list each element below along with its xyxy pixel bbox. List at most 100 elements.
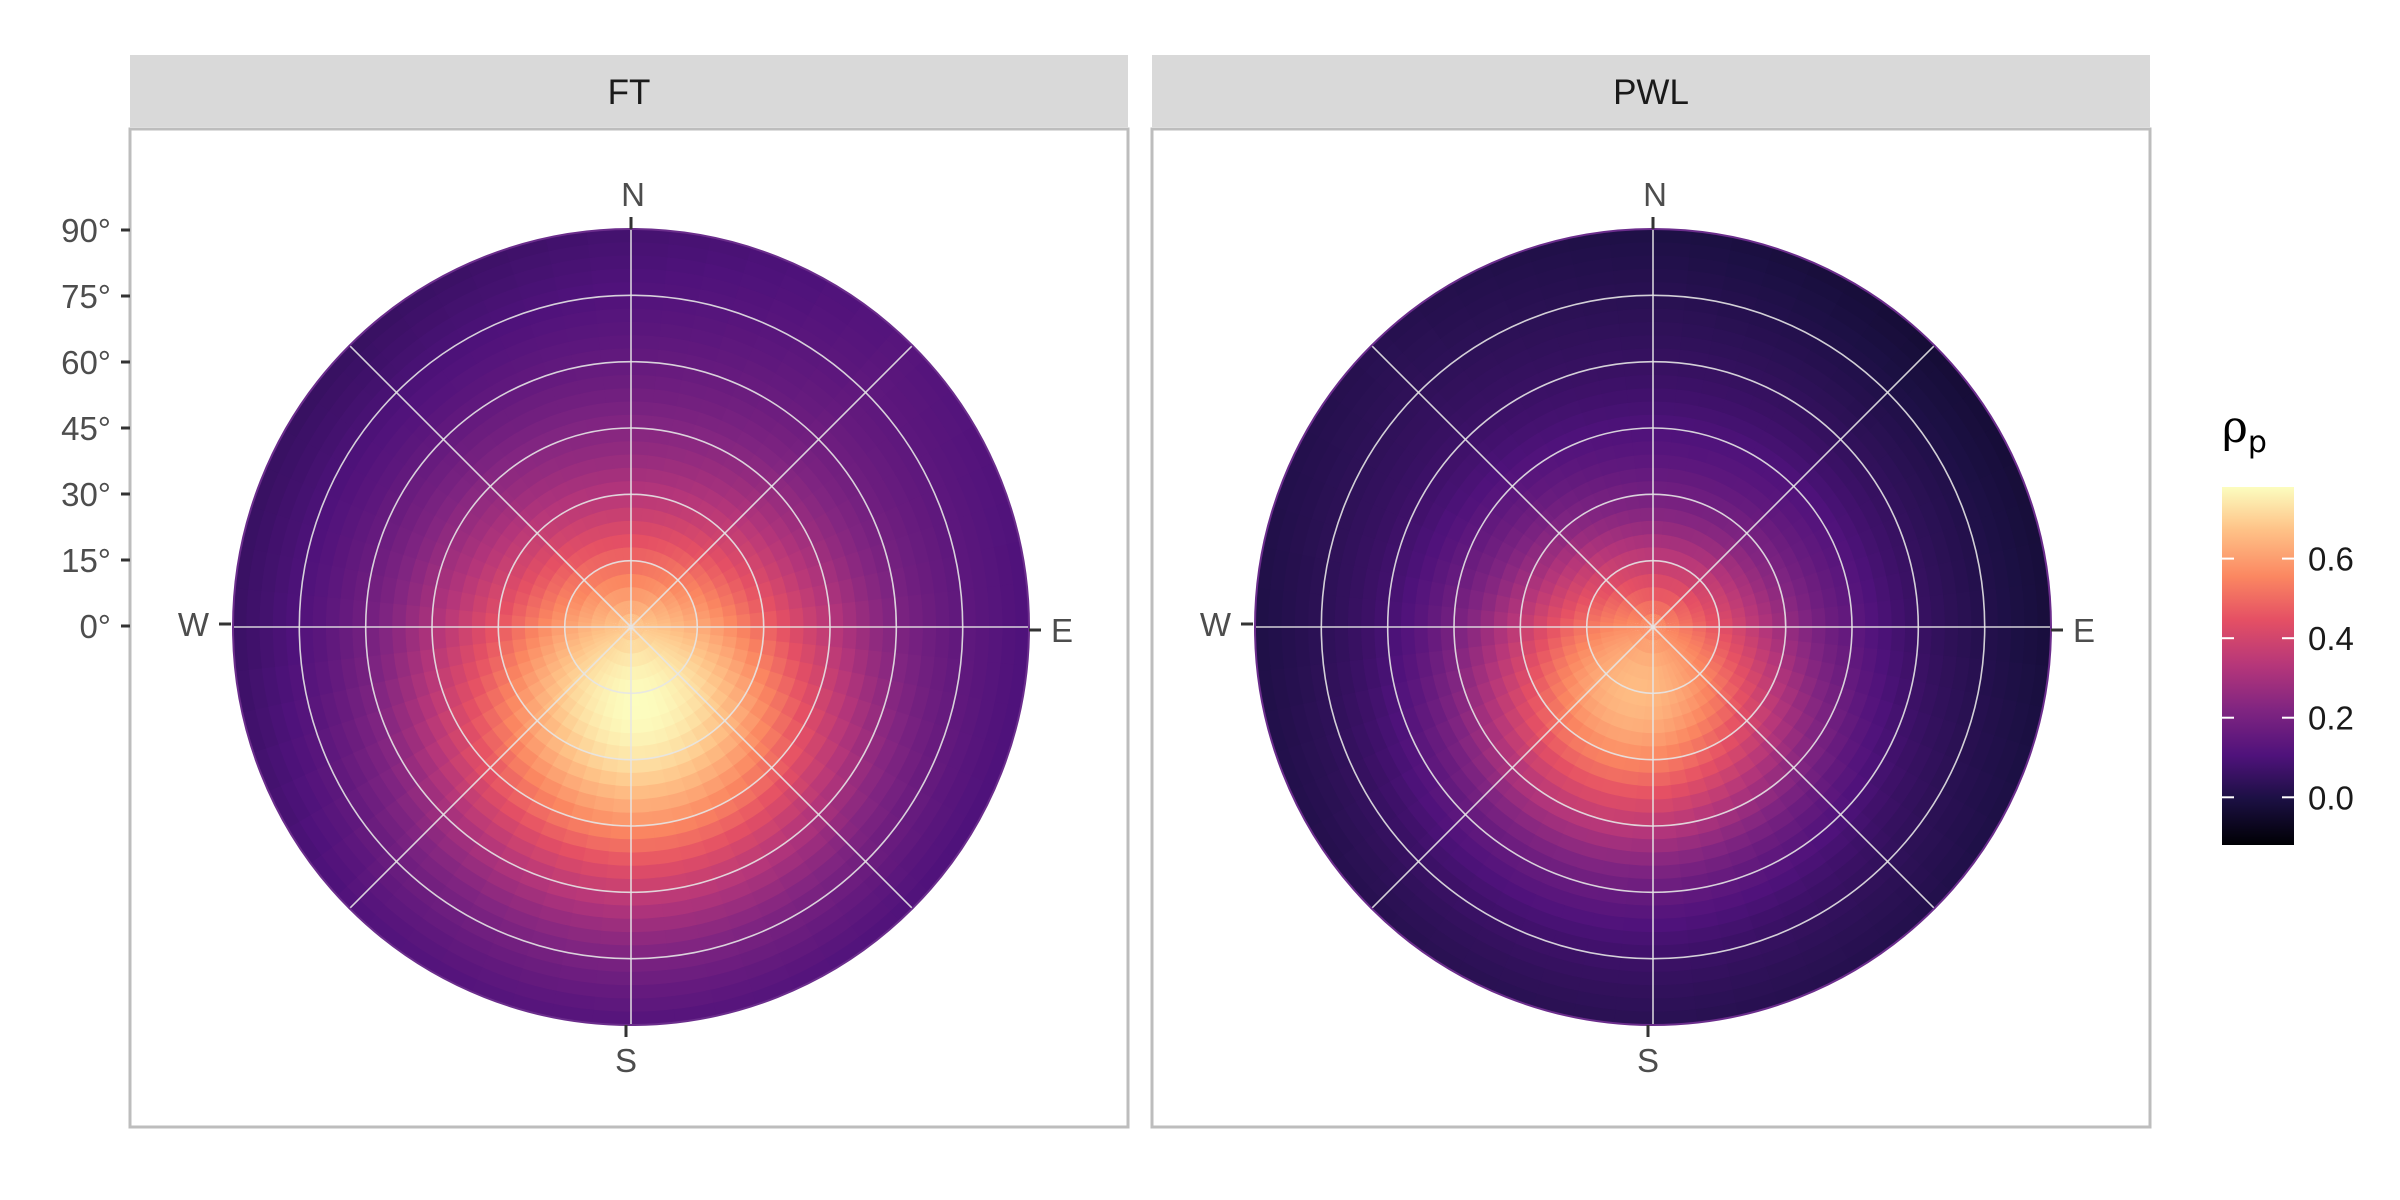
heatmap-cell: [1738, 810, 1768, 835]
heatmap-cell: [469, 334, 509, 364]
heatmap-cell: [1607, 821, 1634, 839]
heatmap-cell: [1855, 751, 1885, 785]
heatmap-cell: [1612, 618, 1628, 625]
azimuth-gridline: [1652, 626, 1935, 909]
heatmap-cell: [451, 410, 485, 441]
heatmap-cell: [1392, 677, 1414, 711]
heatmap-cell: [1717, 301, 1758, 325]
heatmap-cell: [1350, 376, 1389, 419]
heatmap-cell: [1647, 613, 1653, 627]
heatmap-cell: [1469, 750, 1497, 780]
heatmap-cell: [643, 629, 658, 636]
heatmap-cell: [1617, 602, 1632, 614]
heatmap-cell: [1428, 356, 1468, 392]
heatmap-cell: [1453, 625, 1469, 650]
heatmap-cell: [351, 595, 368, 629]
heatmap-cell: [1601, 388, 1631, 407]
heatmap-cell: [311, 591, 328, 630]
heatmap-cell: [1551, 443, 1579, 467]
heatmap-cell: [1587, 572, 1604, 589]
heatmap-cell: [1674, 672, 1687, 689]
heatmap-cell: [1599, 615, 1615, 624]
heatmap-cell: [1810, 883, 1851, 917]
heatmap-cell: [1639, 621, 1653, 627]
heatmap-cell: [1647, 573, 1654, 588]
heatmap-cell: [1790, 851, 1827, 882]
heatmap-cell: [482, 941, 527, 970]
heatmap-cell: [1386, 511, 1412, 547]
heatmap-cell: [1769, 598, 1786, 616]
heatmap-cell: [505, 236, 554, 262]
heatmap-cell: [1425, 438, 1458, 473]
heatmap-cell: [929, 558, 949, 598]
heatmap-cell: [665, 642, 681, 655]
heatmap-cell: [1527, 236, 1576, 262]
heatmap-cell: [653, 637, 669, 648]
heatmap-cell: [1610, 428, 1635, 446]
heatmap-cell: [301, 484, 329, 527]
heatmap-cell: [699, 658, 717, 675]
heatmap-cell: [344, 534, 367, 571]
heatmap-cell: [1796, 285, 1842, 318]
legend-break-label: 0.4: [2308, 620, 2354, 657]
heatmap-cell: [1943, 624, 1959, 662]
heatmap-cell: [596, 467, 617, 485]
heatmap-cell: [1404, 420, 1438, 458]
heatmap-cell: [1613, 614, 1628, 622]
heatmap-cell: [1471, 361, 1509, 393]
heatmap-cell: [1950, 445, 1982, 489]
heatmap-cell: [1640, 652, 1648, 667]
heatmap-cell: [1650, 943, 1691, 960]
heatmap-cell: [833, 751, 863, 785]
heatmap-cell: [1801, 273, 1849, 307]
heatmap-cell: [1653, 627, 1658, 641]
heatmap-cell: [292, 517, 317, 561]
heatmap-cell: [635, 639, 643, 654]
heatmap-cell: [1386, 597, 1403, 629]
heatmap-cell: [882, 538, 905, 574]
heatmap-cell: [402, 695, 426, 726]
heatmap-cell: [1612, 553, 1627, 570]
heatmap-cell: [588, 428, 613, 446]
heatmap-cell: [1648, 586, 1654, 601]
heatmap-cell: [683, 784, 709, 805]
heatmap-cell: [814, 926, 860, 963]
heatmap-cell: [1718, 626, 1734, 636]
heatmap-cell: [603, 594, 616, 608]
heatmap-cell: [747, 598, 764, 616]
heatmap-cell: [768, 851, 805, 882]
heatmap-cell: [1943, 723, 1970, 765]
heatmap-cell: [836, 528, 860, 559]
heatmap-cell: [629, 890, 663, 907]
heatmap-cell: [812, 484, 840, 516]
heatmap-cell: [695, 609, 711, 621]
heatmap-cell: [1405, 547, 1427, 579]
heatmap-cell: [1454, 584, 1472, 609]
heatmap-cell: [542, 878, 578, 901]
heatmap-cell: [1585, 626, 1601, 635]
heatmap-cell: [538, 891, 575, 914]
heatmap-cell: [1433, 476, 1461, 509]
heatmap-cell: [593, 606, 609, 617]
heatmap-cell: [1663, 649, 1674, 665]
heatmap-cell: [1682, 765, 1704, 784]
heatmap-cell: [614, 651, 623, 666]
heatmap-cell: [1824, 706, 1849, 735]
heatmap-cell: [1625, 563, 1637, 579]
heatmap-cell: [1866, 758, 1896, 793]
heatmap-cell: [611, 453, 633, 469]
heatmap-cell: [536, 456, 562, 479]
heatmap-cell: [1392, 543, 1414, 577]
heatmap-cell: [1393, 901, 1437, 941]
heatmap-cell: [1930, 414, 1966, 457]
heatmap-cell: [1733, 868, 1769, 894]
heatmap-cell: [431, 604, 447, 629]
heatmap-cell: [650, 642, 664, 655]
heatmap-cell: [362, 302, 407, 343]
heatmap-cell: [655, 610, 670, 619]
heatmap-cell: [1745, 615, 1760, 628]
heatmap-cell: [1967, 731, 1996, 776]
heatmap-cell: [1537, 360, 1573, 386]
heatmap-cell: [1360, 749, 1390, 789]
heatmap-cell: [1650, 267, 1693, 285]
